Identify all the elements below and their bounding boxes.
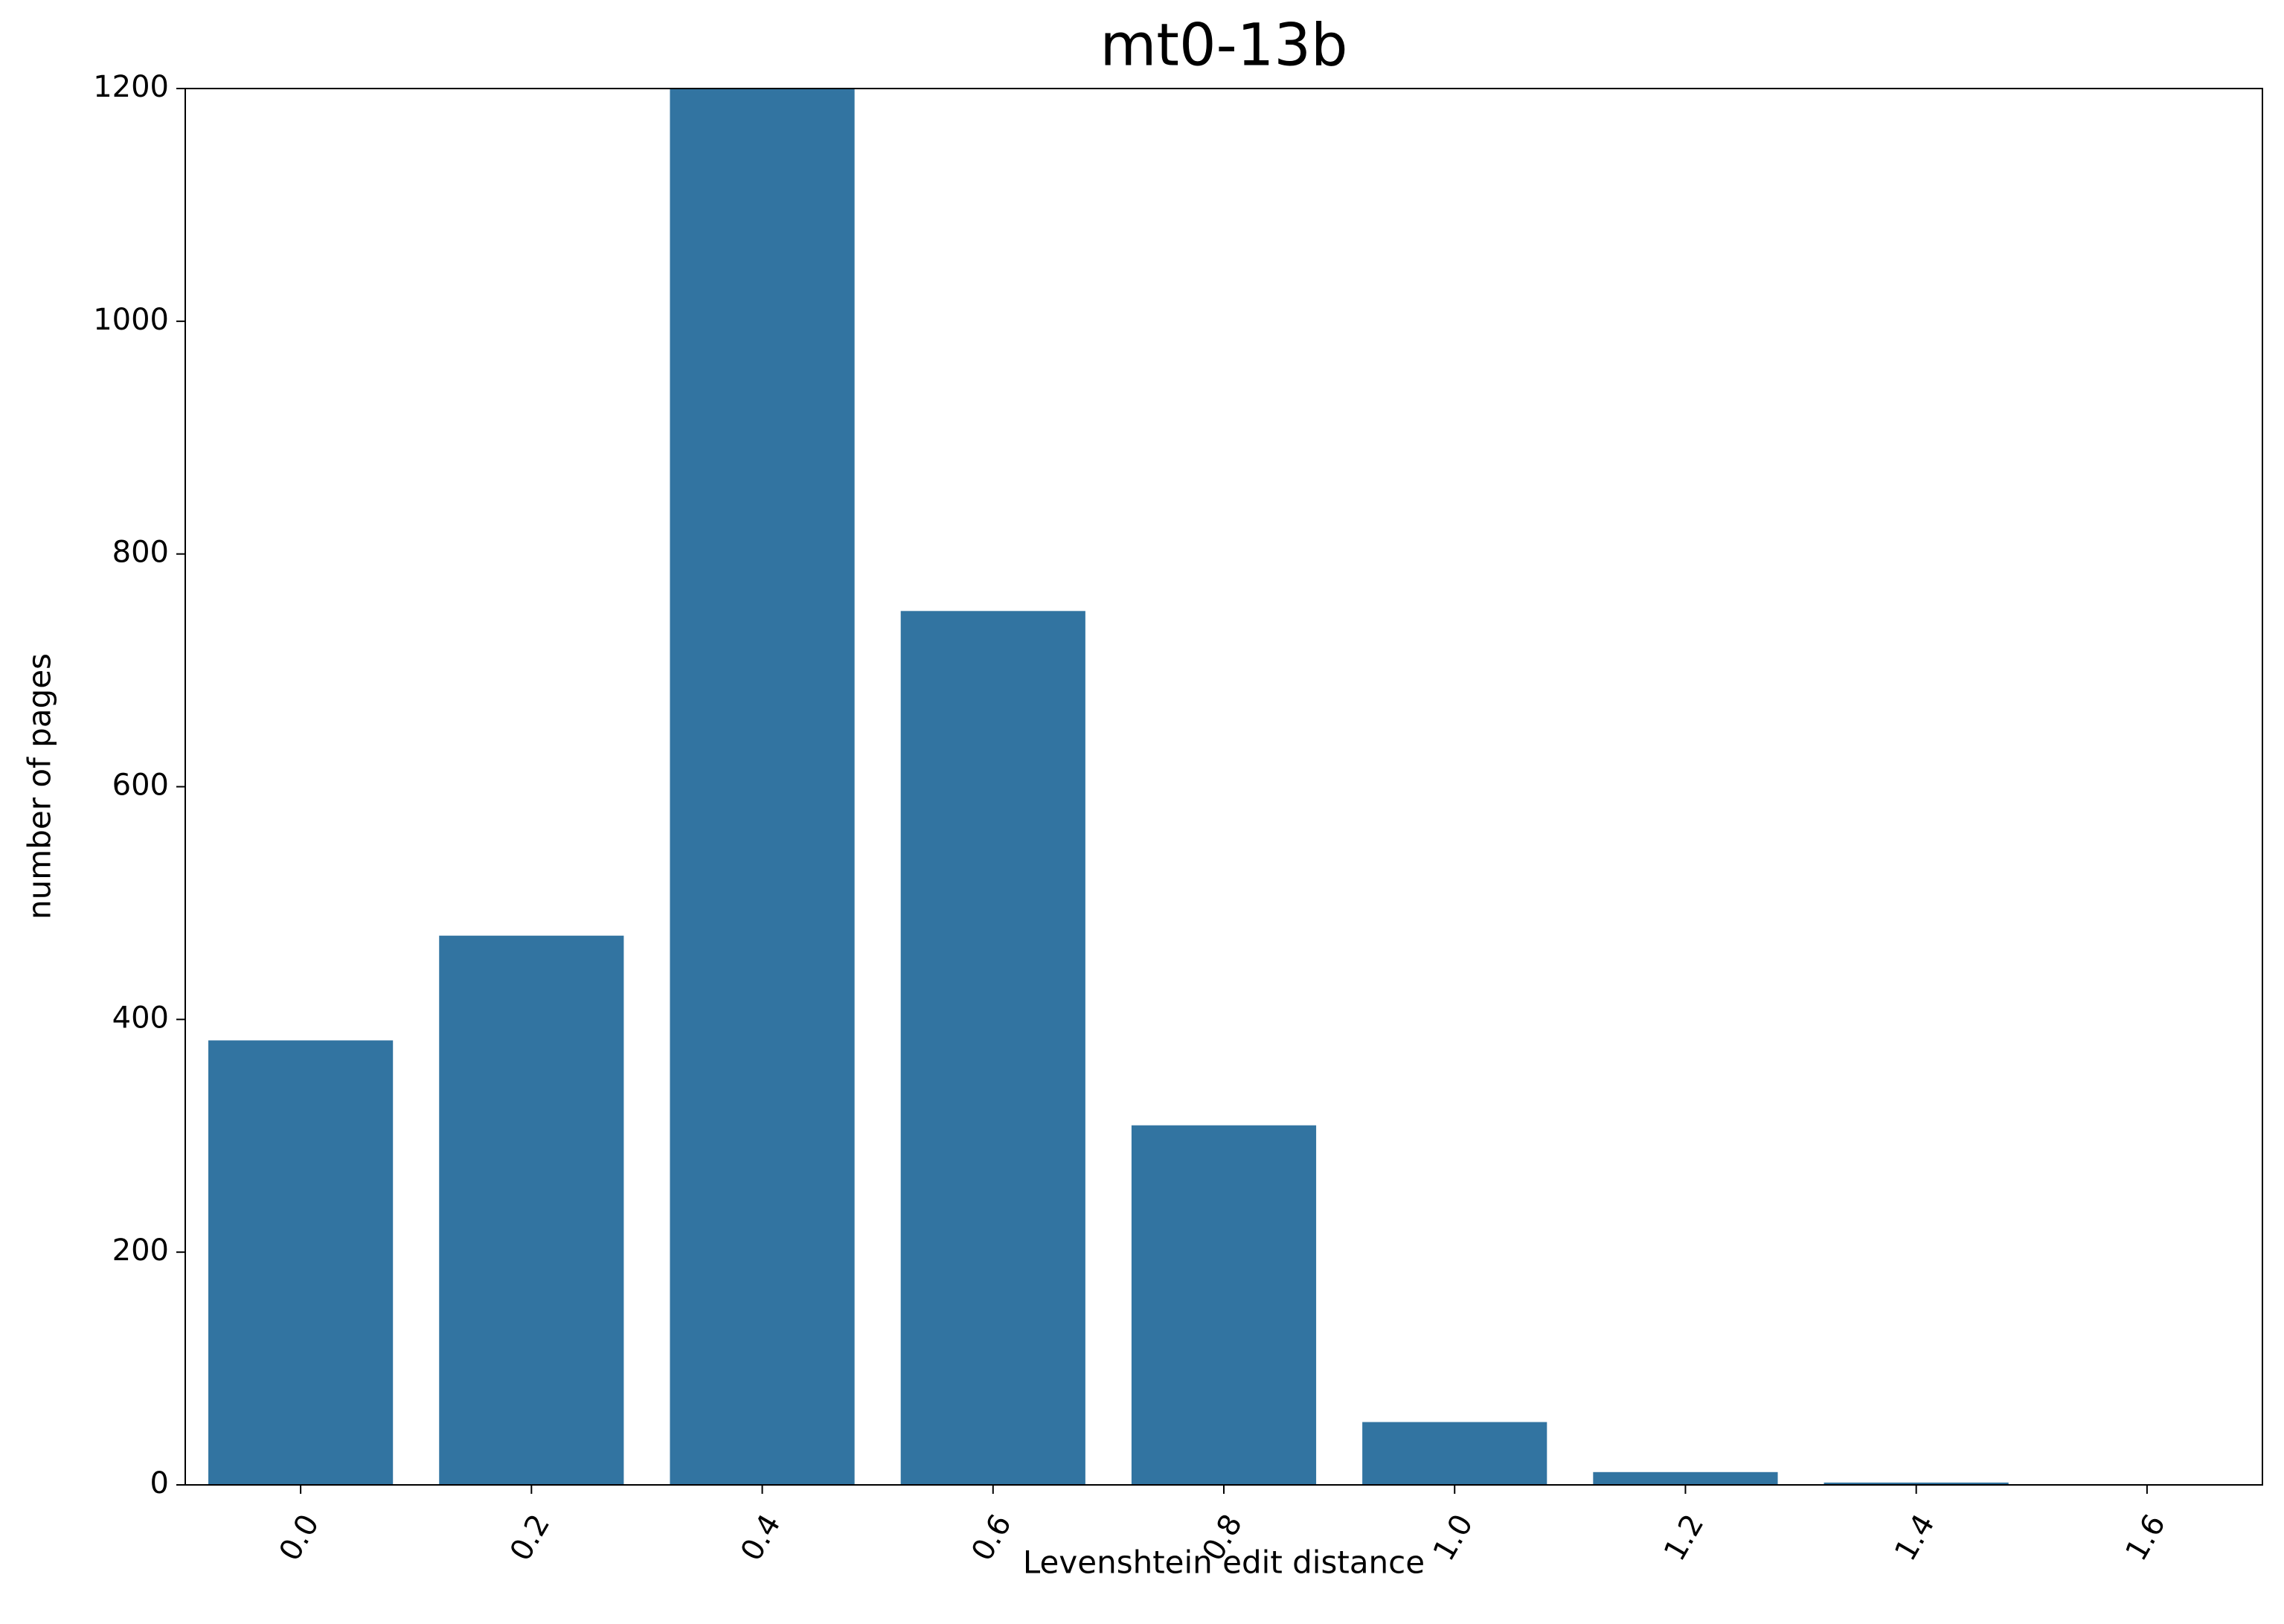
bar bbox=[900, 611, 1085, 1486]
y-tick-label: 0 bbox=[150, 1466, 169, 1501]
chart-title: mt0-13b bbox=[1100, 12, 1347, 79]
x-tick-label: 0.0 bbox=[273, 1509, 327, 1567]
bar bbox=[670, 89, 855, 1485]
y-axis-label: number of pages bbox=[22, 653, 58, 919]
bar bbox=[208, 1040, 394, 1485]
bar bbox=[439, 935, 624, 1485]
x-tick-label: 0.4 bbox=[734, 1509, 788, 1567]
x-tick-label: 1.0 bbox=[1427, 1509, 1481, 1567]
y-tick-label: 1200 bbox=[93, 70, 169, 104]
x-tick-label: 1.6 bbox=[2119, 1509, 2172, 1567]
x-tick-label: 0.6 bbox=[965, 1509, 1019, 1567]
y-tick-label: 600 bbox=[112, 768, 169, 803]
bar bbox=[1362, 1422, 1547, 1485]
x-tick-label: 1.2 bbox=[1658, 1509, 1711, 1567]
y-tick-label: 200 bbox=[112, 1233, 169, 1268]
x-axis-label: Levenshtein edit distance bbox=[1023, 1544, 1425, 1581]
y-tick-label: 1000 bbox=[93, 303, 169, 337]
x-tick-label: 0.2 bbox=[504, 1509, 557, 1567]
bar bbox=[1131, 1125, 1317, 1485]
x-tick-label: 1.4 bbox=[1888, 1509, 1942, 1567]
bar bbox=[1593, 1471, 1778, 1485]
y-tick-label: 400 bbox=[112, 1001, 169, 1035]
bar bbox=[1823, 1482, 2009, 1485]
plot-frame bbox=[185, 88, 2263, 1486]
y-tick-label: 800 bbox=[112, 536, 169, 570]
